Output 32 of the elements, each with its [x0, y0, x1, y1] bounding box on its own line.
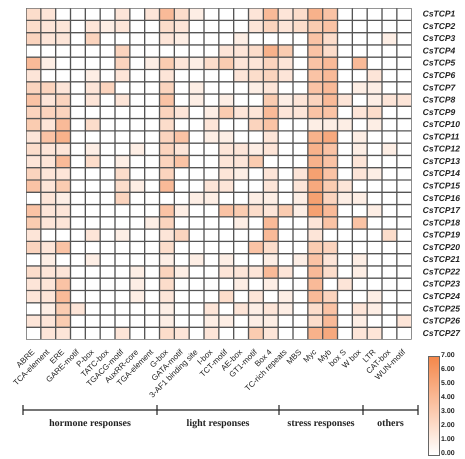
y-tick-label: CsTCP5	[422, 58, 456, 68]
y-tick-label: CsTCP12	[422, 144, 460, 154]
y-tick-label: CsTCP18	[422, 217, 460, 228]
y-tick-label: CsTCP2	[422, 20, 456, 31]
y-tick-label: CsTCP25	[422, 303, 460, 314]
y-tick-label: CsTCP16	[422, 192, 460, 203]
x-tick-label: Myc	[301, 348, 318, 364]
y-tick-label: CsTCP21	[422, 254, 460, 264]
y-tick-label: CsTCP3	[422, 33, 456, 44]
y-tick-label: CsTCP7	[422, 82, 457, 92]
y-tick-label: CsTCP19	[422, 230, 460, 240]
y-tick-label: CsTCP22	[422, 266, 460, 276]
y-tick-label: CsTCP6	[422, 70, 456, 80]
y-tick-label: CsTCP8	[422, 94, 456, 105]
y-tick-label: CsTCP20	[422, 242, 460, 252]
text: stress responses	[286, 418, 356, 429]
y-tick-label: CsTCP9	[422, 106, 456, 117]
y-tick-label: CsTCP4	[422, 45, 456, 56]
y-tick-label: CsTCP27	[422, 328, 462, 338]
text: others	[376, 418, 405, 429]
y-tick-label: CsTCP15	[422, 180, 460, 190]
text: hormone responses	[48, 418, 132, 429]
y-tick-label: CsTCP24	[422, 290, 460, 301]
y-tick-label: CsTCP14	[422, 168, 460, 178]
y-tick-label: CsTCP11	[422, 131, 460, 142]
text: light responses	[186, 418, 250, 429]
y-tick-label: CsTCP23	[422, 278, 460, 289]
y-tick-label: CsTCP17	[422, 205, 462, 216]
y-tick-label: CsTCP10	[422, 119, 460, 130]
y-tick-label: CsTCP13	[422, 156, 460, 166]
y-tick-label: CsTCP1	[422, 8, 456, 19]
y-tick-label: CsTCP26	[422, 316, 460, 326]
